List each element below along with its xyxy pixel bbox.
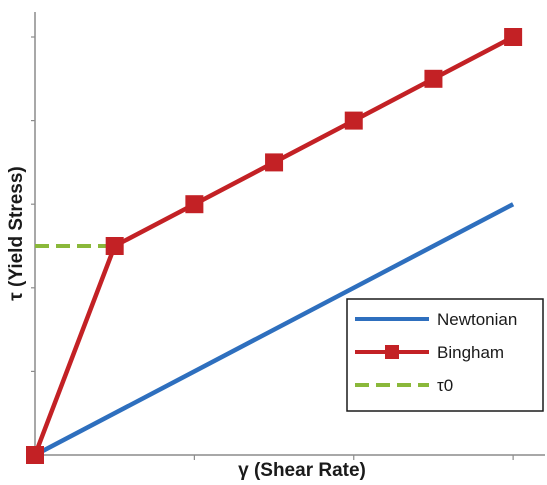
legend-marker-1 xyxy=(385,345,399,359)
series-1-point-4 xyxy=(344,111,363,130)
series-1-point-3 xyxy=(265,153,284,172)
series-1-point-6 xyxy=(504,28,523,46)
series-line-0 xyxy=(33,202,515,457)
series-1-point-0 xyxy=(26,446,44,464)
legend-label-0: Newtonian xyxy=(437,310,517,329)
legend-label-2: τ0 xyxy=(437,376,453,395)
series-1-point-5 xyxy=(424,69,443,88)
x-axis-title: γ (Shear Rate) xyxy=(238,460,366,481)
legend: Newtonian Bingham τ0 xyxy=(346,298,544,412)
y-axis-title: τ (Yield Stress) xyxy=(6,166,27,300)
legend-label-1: Bingham xyxy=(437,343,504,362)
plot-area xyxy=(26,28,523,464)
axes xyxy=(31,12,545,460)
series-1-point-2 xyxy=(185,195,204,214)
series-1-point-1 xyxy=(105,237,124,255)
